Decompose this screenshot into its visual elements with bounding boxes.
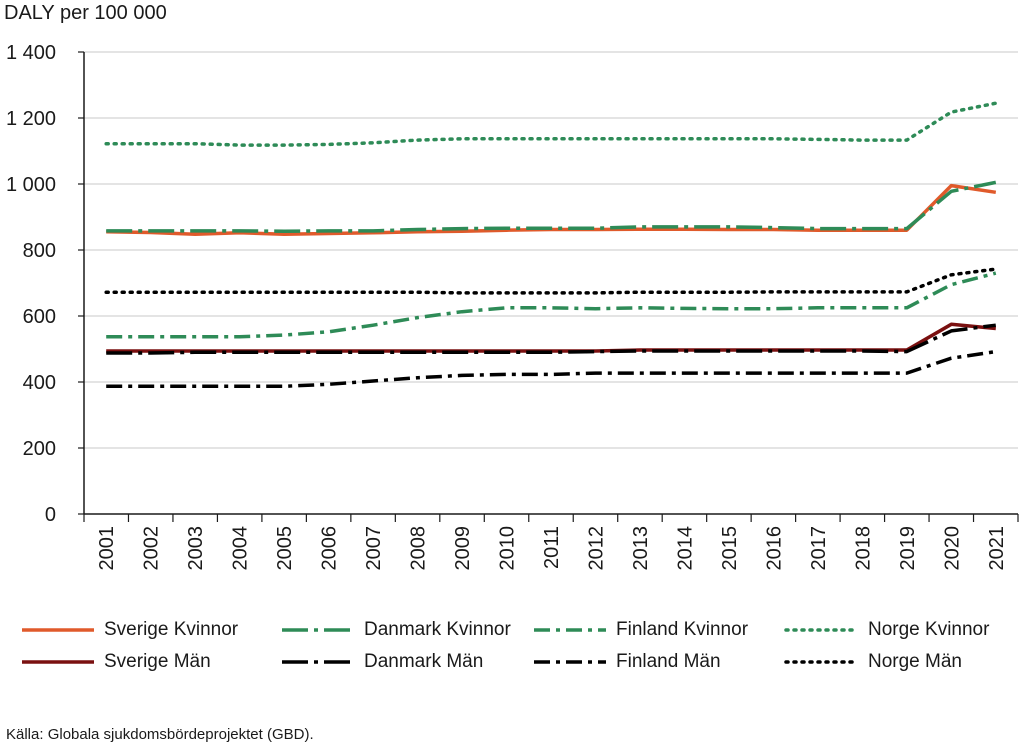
legend-label: Danmark Kvinnor <box>364 619 511 640</box>
y-tick-label: 400 <box>23 372 56 394</box>
x-tick-label: 2021 <box>986 526 1008 571</box>
series-line-finland-kvinnor <box>106 271 997 339</box>
y-axis-title: DALY per 100 000 <box>4 2 167 24</box>
legend-item: Norge Män <box>784 651 962 673</box>
legend-swatch <box>282 628 354 632</box>
legend-item: Finland Män <box>532 651 721 673</box>
legend-item: Danmark Kvinnor <box>280 619 511 641</box>
legend-swatch <box>784 628 860 632</box>
x-tick-label: 2004 <box>230 526 252 571</box>
y-tick-label: 1 000 <box>6 174 56 196</box>
x-tick-label: 2016 <box>763 526 785 571</box>
x-tick-label: 2002 <box>141 526 163 571</box>
legend-label: Sverige Män <box>104 651 211 672</box>
x-tick-label: 2003 <box>185 526 207 571</box>
x-tick-label: 2013 <box>630 526 652 571</box>
x-tick-label: 2007 <box>363 526 385 571</box>
legend-item: Sverige Män <box>20 651 211 673</box>
x-tick-labels: 2001 2002 2003 2004 2005 2006 2007 2008 2009 2010… <box>96 526 1008 571</box>
legend-swatch <box>784 660 860 664</box>
y-tick-label: 600 <box>23 306 56 328</box>
legend-label: Norge Kvinnor <box>868 619 990 640</box>
x-tick-label: 2009 <box>452 526 474 571</box>
source-note: Källa: Globala sjukdomsbördeprojektet (G… <box>6 726 314 743</box>
x-tick-label: 2001 <box>96 526 118 571</box>
x-tick-label: 2005 <box>274 526 296 571</box>
series-line-danmark-kvinnor <box>106 180 997 233</box>
legend-label: Norge Män <box>868 651 962 672</box>
y-tick-labels: 0 200 400 600 800 1 000 1 200 1 400 <box>6 42 56 526</box>
series-lines <box>104 101 998 389</box>
x-tick-label: 2015 <box>719 526 741 571</box>
x-tick-label: 2019 <box>897 526 919 571</box>
axes <box>78 51 1019 522</box>
x-tick-label: 2017 <box>808 526 830 571</box>
legend-label: Sverige Kvinnor <box>104 619 239 640</box>
legend-label: Danmark Män <box>364 651 484 672</box>
series-line-norge-m-n <box>104 267 998 295</box>
legend-swatch <box>22 628 94 632</box>
series-line-danmark-m-n <box>106 323 997 355</box>
legend-swatch <box>534 660 606 664</box>
x-tick-label: 2008 <box>408 526 430 571</box>
series-line-norge-kvinnor <box>104 101 998 147</box>
x-tick-label: 2014 <box>674 526 696 571</box>
gridlines <box>84 51 1018 449</box>
y-tick-label: 1 200 <box>6 108 56 130</box>
x-tick-label: 2020 <box>941 526 963 571</box>
y-tick-label: 1 400 <box>6 42 56 64</box>
x-tick-label: 2006 <box>319 526 341 571</box>
y-tick-label: 0 <box>45 504 56 526</box>
legend-item: Finland Kvinnor <box>532 619 748 641</box>
x-tick-label: 2011 <box>541 526 563 569</box>
series-line-finland-m-n <box>106 349 997 389</box>
legend-swatch <box>534 628 606 632</box>
legend-label: Finland Kvinnor <box>616 619 749 640</box>
legend-item: Danmark Män <box>280 651 483 673</box>
legend-item: Sverige Kvinnor <box>20 619 238 641</box>
legend-swatch <box>282 660 354 664</box>
x-tick-label: 2010 <box>497 526 519 571</box>
x-tick-label: 2018 <box>852 526 874 571</box>
legend-item: Norge Kvinnor <box>784 619 989 641</box>
legend-label: Finland Män <box>616 651 721 672</box>
y-tick-label: 800 <box>23 240 56 262</box>
y-tick-label: 200 <box>23 438 56 460</box>
x-tick-label: 2012 <box>585 526 607 571</box>
legend-swatch <box>22 660 94 664</box>
